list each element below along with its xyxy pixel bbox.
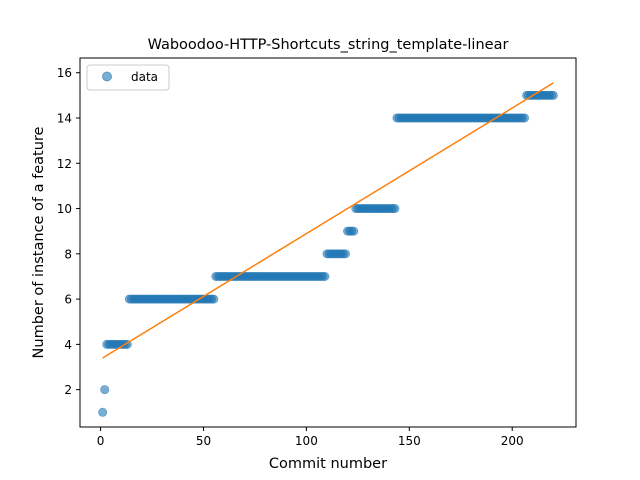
y-axis-label: Number of instance of a feature (31, 126, 47, 358)
y-tick-label: 2 (64, 383, 72, 397)
data-point (100, 385, 110, 395)
x-tick-label: 50 (196, 434, 211, 448)
plot-area-frame (79, 57, 577, 428)
x-axis-label: Commit number (269, 456, 387, 472)
data-point (548, 90, 558, 100)
data-point (349, 226, 359, 236)
y-tick-label: 12 (57, 157, 72, 171)
data-points (98, 90, 558, 417)
legend-label: data (131, 70, 158, 84)
data-point (520, 113, 530, 123)
y-axis-ticks: 2 4 6 8 10 12 14 16 (57, 66, 80, 397)
y-tick-label: 8 (64, 247, 72, 261)
y-tick-label: 14 (57, 111, 72, 125)
x-tick-label: 100 (295, 434, 318, 448)
fit-line-group (102, 82, 554, 359)
data-point (340, 249, 350, 259)
legend-box (86, 64, 170, 91)
y-tick-label: 6 (64, 293, 72, 307)
x-axis-ticks: 0 50 100 150 200 (97, 427, 524, 448)
data-point (98, 407, 108, 417)
x-tick-label: 200 (501, 434, 524, 448)
chart-title: Waboodoo-HTTP-Shortcuts_string_template-… (148, 37, 509, 53)
x-tick-label: 150 (398, 434, 421, 448)
x-tick-label: 0 (97, 434, 105, 448)
y-tick-label: 10 (57, 202, 72, 216)
data-point (320, 271, 330, 281)
y-tick-label: 4 (64, 338, 72, 352)
data-point (390, 204, 400, 214)
data-point (209, 294, 219, 304)
legend-marker (102, 71, 112, 82)
y-tick-label: 16 (57, 66, 72, 80)
fit-line (102, 82, 554, 359)
legend: data (86, 64, 170, 91)
